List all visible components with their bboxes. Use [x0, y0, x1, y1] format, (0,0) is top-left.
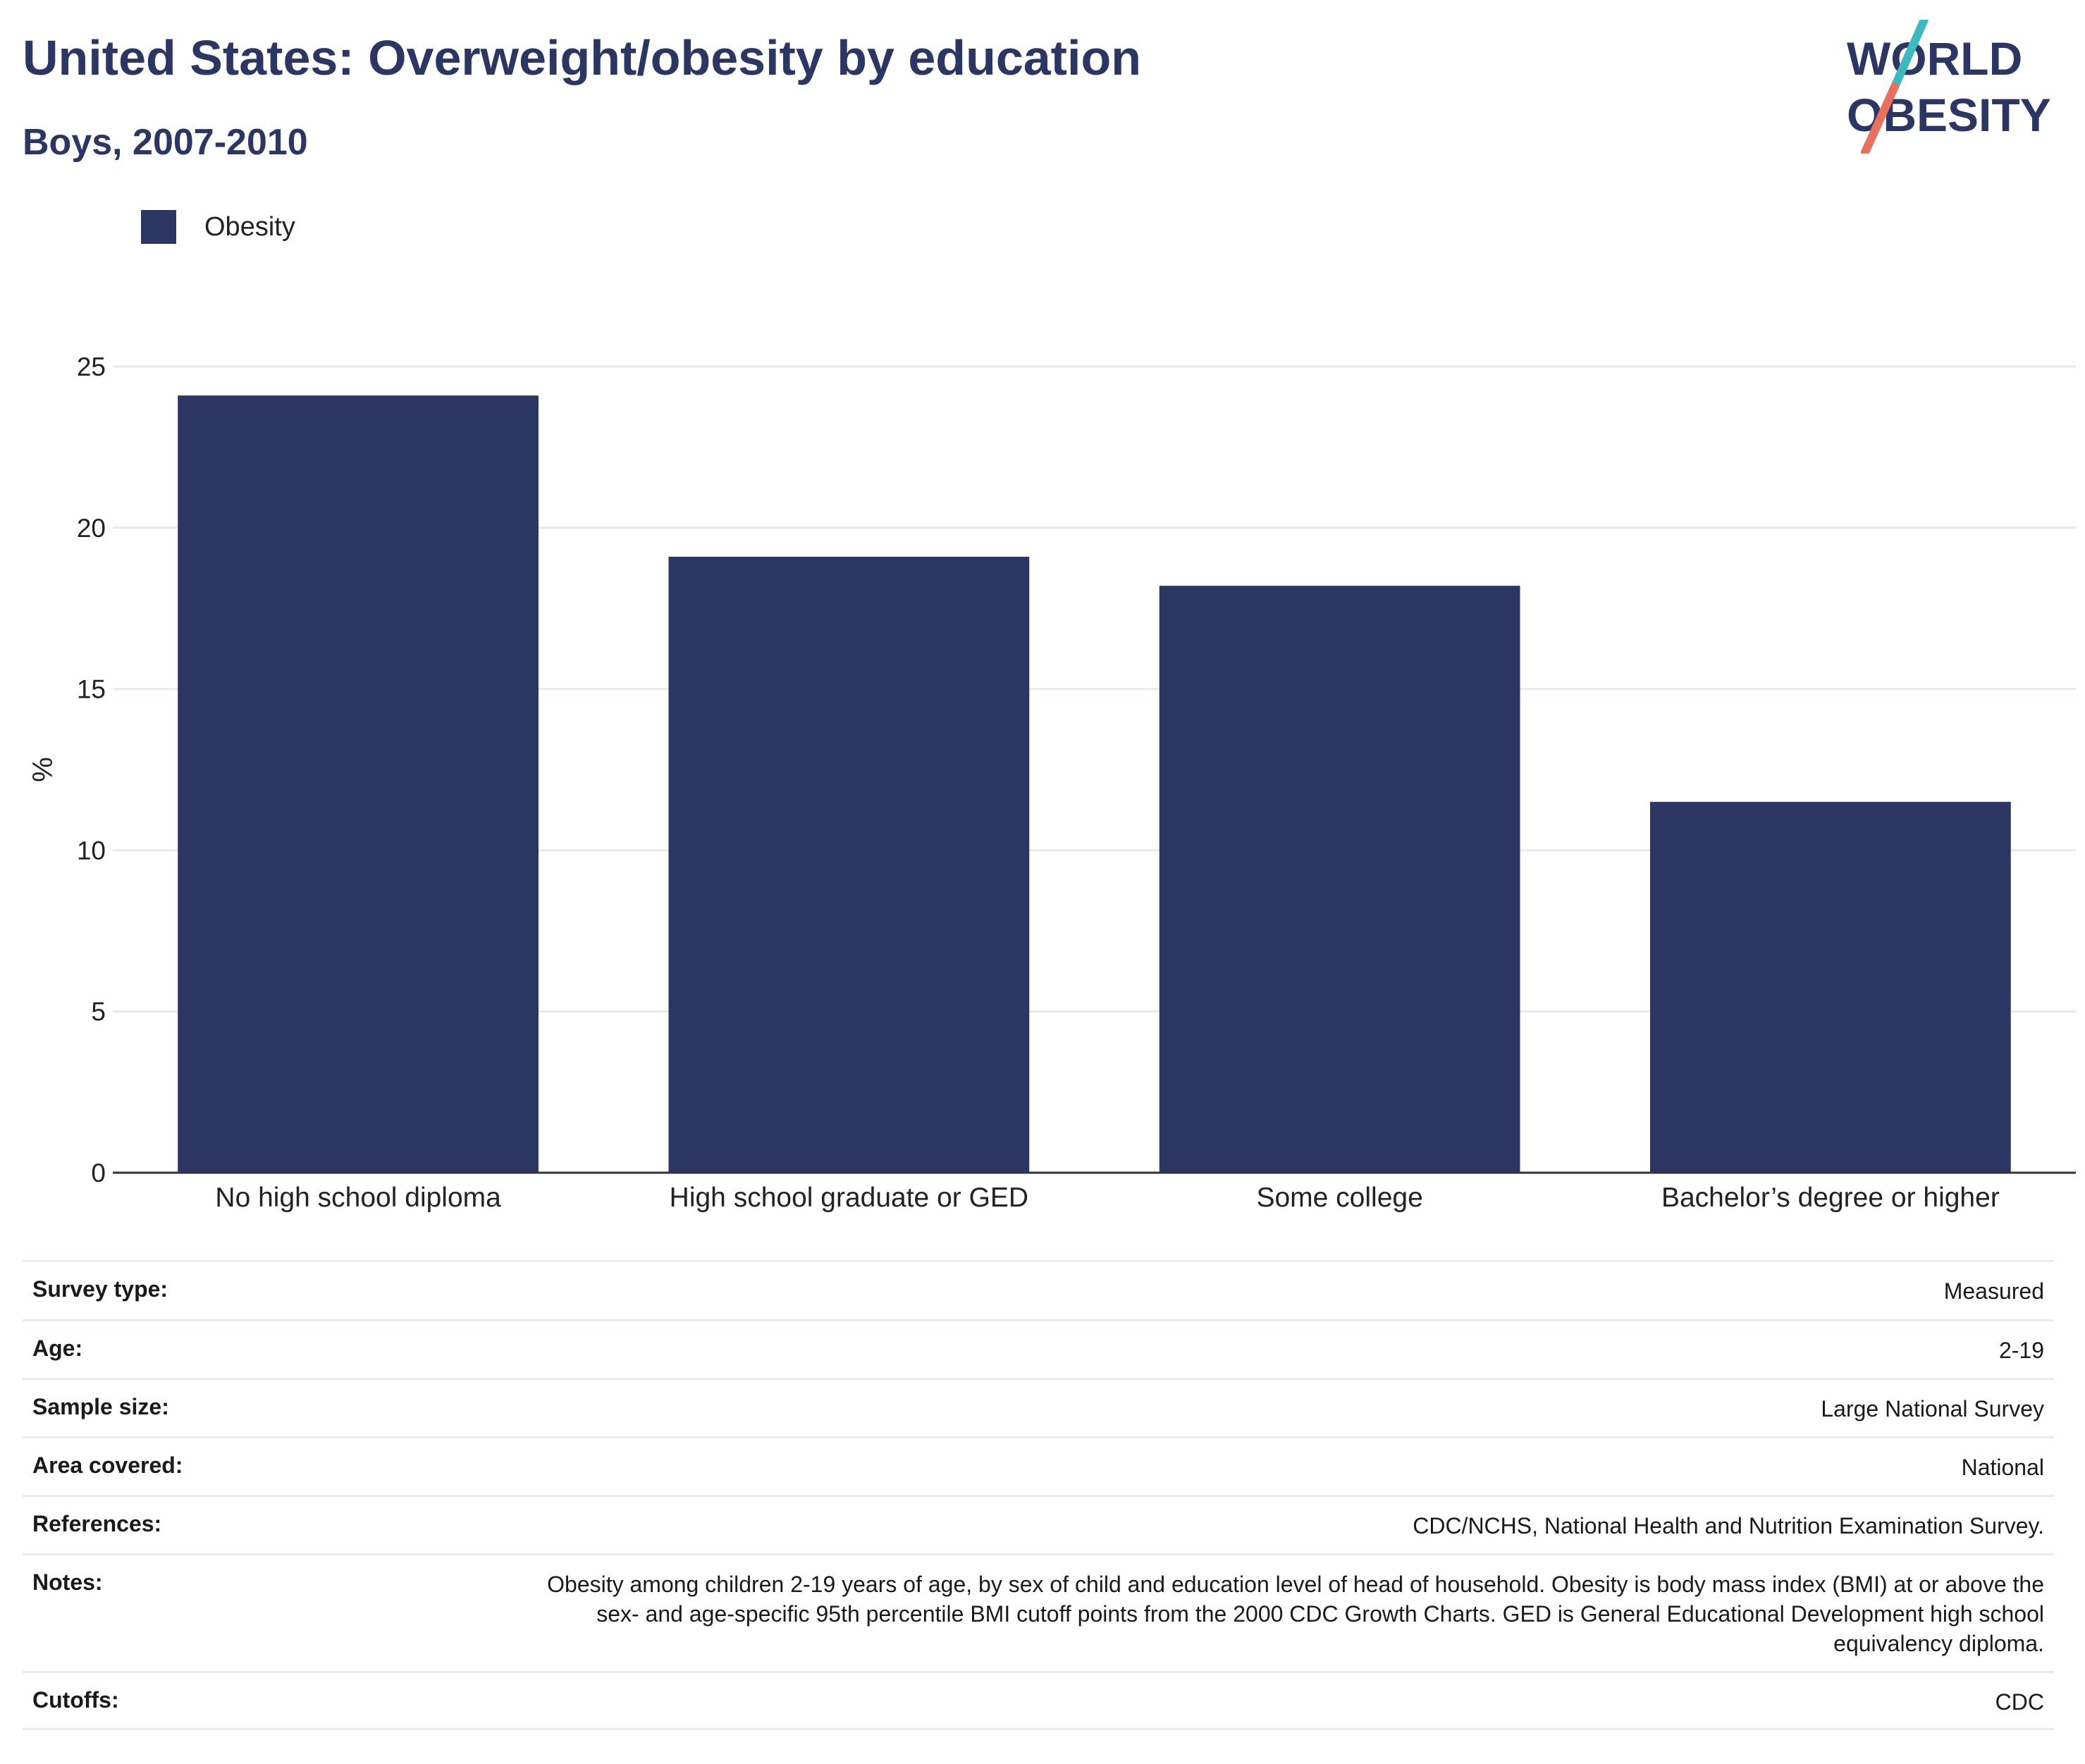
legend-label-obesity: Obesity: [204, 211, 295, 242]
meta-label: Cutoffs:: [32, 1687, 119, 1713]
legend: Obesity: [141, 210, 295, 244]
x-tick-label: High school graduate or GED: [670, 1183, 1028, 1213]
meta-row-notes: Notes: Obesity among children 2-19 years…: [23, 1553, 2054, 1671]
meta-label: Age:: [32, 1336, 83, 1361]
x-tick-label: Bachelor’s degree or higher: [1661, 1183, 2000, 1213]
meta-row-cutoffs: Cutoffs: CDC: [23, 1671, 2054, 1730]
bar: [1650, 801, 2011, 1173]
chart-title: United States: Overweight/obesity by edu…: [23, 30, 1141, 85]
meta-row-sample-size: Sample size: Large National Survey: [23, 1378, 2054, 1436]
meta-label: Notes:: [32, 1569, 103, 1595]
x-tick-label: No high school diploma: [215, 1183, 501, 1213]
y-axis-label: %: [27, 757, 59, 782]
logo-slash-coral: [1861, 82, 1899, 154]
y-tick-label: 15: [77, 675, 106, 704]
meta-label: References:: [32, 1511, 162, 1536]
bar-chart: 0 5 10 15 20 25% No high school diploma High sc…: [27, 352, 2076, 1213]
meta-row-area-covered: Area covered: National: [23, 1436, 2054, 1495]
legend-swatch-obesity: [141, 210, 176, 244]
logo-line-1: WORLD: [1847, 32, 2022, 85]
y-tick-label: 0: [91, 1159, 106, 1188]
y-tick-label: 25: [77, 352, 106, 381]
bar: [1159, 586, 1520, 1173]
meta-value: CDC: [1995, 1689, 2044, 1715]
bar: [178, 395, 539, 1173]
metadata-table: Survey type: Measured Age: 2-19 Sample s…: [23, 1260, 2054, 1730]
meta-label: Sample size:: [32, 1394, 169, 1419]
world-obesity-logo: WORLD OBESITY: [1847, 20, 2051, 154]
meta-value: Measured: [1943, 1278, 2044, 1304]
meta-value: National: [1961, 1455, 2044, 1480]
meta-value: Large National Survey: [1821, 1396, 2044, 1421]
meta-value: CDC/NCHS, National Health and Nutrition …: [1413, 1513, 2044, 1538]
meta-row-survey-type: Survey type: Measured: [23, 1260, 2054, 1319]
meta-value: Obesity among children 2-19 years of age…: [547, 1572, 2044, 1656]
meta-label: Survey type:: [32, 1276, 168, 1302]
meta-row-references: References: CDC/NCHS, National Health an…: [23, 1495, 2054, 1553]
y-tick-label: 20: [77, 514, 106, 543]
y-tick-label: 5: [91, 997, 106, 1026]
y-tick-label: 10: [77, 836, 106, 865]
chart-subtitle: Boys, 2007-2010: [23, 122, 308, 163]
meta-row-age: Age: 2-19: [23, 1319, 2054, 1378]
meta-value: 2-19: [1998, 1338, 2044, 1363]
logo-slash-teal: [1890, 20, 1929, 91]
bar: [668, 556, 1030, 1173]
x-tick-label: Some college: [1256, 1183, 1422, 1213]
meta-label: Area covered:: [32, 1452, 183, 1478]
